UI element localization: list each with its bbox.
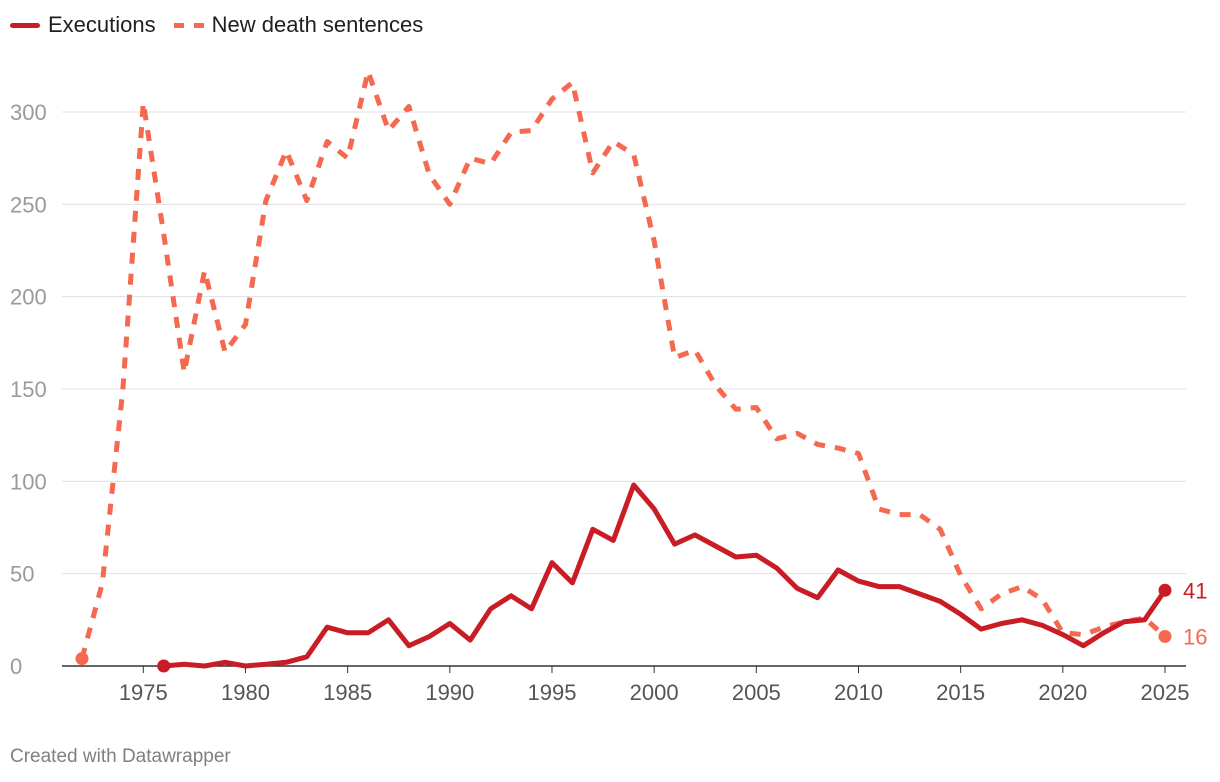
x-tick-label-2005: 2005 [732, 680, 781, 705]
line-chart: 0 50 100 150 200 250 300 1975 1980 1985 1990 1995 20… [10, 68, 1207, 705]
series-end-dot-sentences [1158, 629, 1172, 643]
legend-item-sentences[interactable]: New death sentences [173, 12, 424, 38]
y-tick-label-50: 50 [10, 562, 34, 587]
legend-swatch-executions [10, 22, 40, 28]
legend-label-sentences: New death sentences [211, 12, 424, 37]
x-tick-label-1985: 1985 [323, 680, 372, 705]
chart-legend: Executions New death sentences [10, 12, 423, 38]
legend-label-executions: Executions [48, 12, 156, 37]
y-tick-label-250: 250 [10, 192, 47, 217]
x-tick-label-1975: 1975 [119, 680, 168, 705]
series-line-executions [161, 482, 1168, 669]
series-end-dot-executions [1158, 583, 1172, 597]
y-tick-label-150: 150 [10, 377, 47, 402]
legend-swatch-sentences [173, 22, 204, 28]
y-tick-label-100: 100 [10, 469, 47, 494]
legend-item-executions[interactable]: Executions [10, 12, 156, 38]
end-value-label-executions: 41 [1183, 578, 1207, 603]
x-tick-label-2015: 2015 [936, 680, 985, 705]
x-tick-label-2010: 2010 [834, 680, 883, 705]
series-line-sentences [79, 68, 1167, 660]
y-tick-label-300: 300 [10, 100, 47, 125]
series-start-dot-executions [157, 659, 171, 673]
x-tick-label-2025: 2025 [1141, 680, 1190, 705]
x-tick-label-1990: 1990 [425, 680, 474, 705]
y-tick-label-0: 0 [10, 654, 22, 679]
end-value-label-sentences: 16 [1183, 624, 1207, 649]
x-tick-label-1980: 1980 [221, 680, 270, 705]
x-tick-label-1995: 1995 [528, 680, 577, 705]
x-tick-label-2000: 2000 [630, 680, 679, 705]
series-start-dot-sentences [75, 652, 89, 666]
x-tick-label-2020: 2020 [1038, 680, 1087, 705]
y-tick-label-200: 200 [10, 285, 47, 310]
credit-text: Created with Datawrapper [10, 746, 231, 767]
